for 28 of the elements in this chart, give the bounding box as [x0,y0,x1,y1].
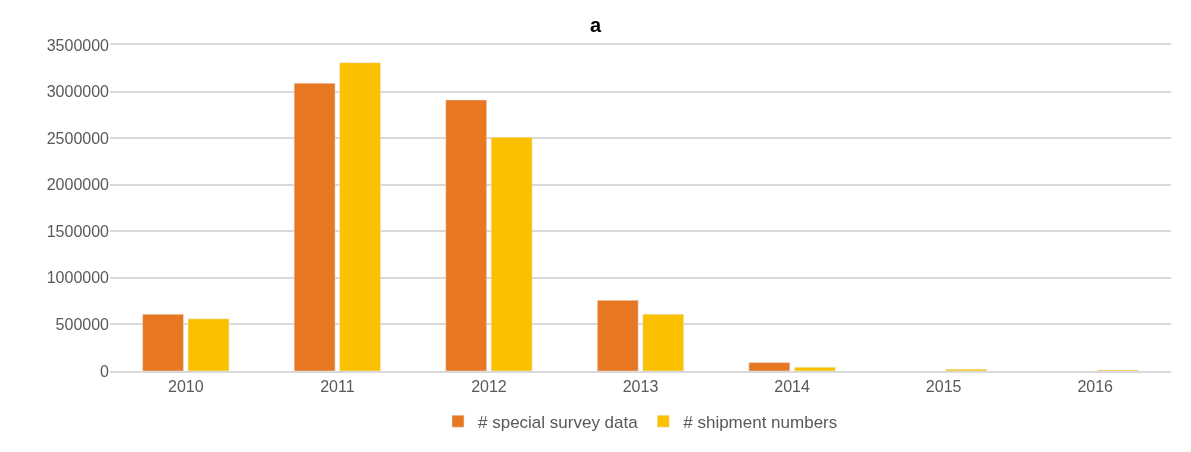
x-tick-label: 2015 [925,377,962,395]
bar [597,299,639,371]
bar [794,367,836,371]
legend-label: # special survey data [478,412,639,432]
x-tick-label: 2012 [471,377,507,395]
y-tick-label: 500000 [55,316,110,334]
bar [142,313,184,371]
y-tick-label: 0 [100,362,110,380]
x-tick-label: 2013 [622,377,659,395]
y-tick-label: 1000000 [46,269,110,287]
legend-label: # shipment numbers [683,412,838,432]
y-tick-label: 2000000 [46,176,110,194]
bar [445,99,487,371]
y-tick-label: 2500000 [46,129,110,147]
bar [187,318,230,371]
y-tick-label: 1500000 [46,222,110,240]
x-tick-label: 2011 [320,377,355,395]
bar [748,362,791,371]
bar [293,82,336,371]
bar [642,313,684,371]
bar [339,62,381,371]
x-tick-label: 2010 [167,377,204,395]
x-tick-label: 2016 [1077,377,1114,395]
bar [490,136,533,371]
x-tick-label: 2014 [774,377,810,395]
y-tick-label: 3000000 [46,83,110,101]
chart-title: a [589,14,602,37]
y-tick-label: 3500000 [46,36,110,54]
